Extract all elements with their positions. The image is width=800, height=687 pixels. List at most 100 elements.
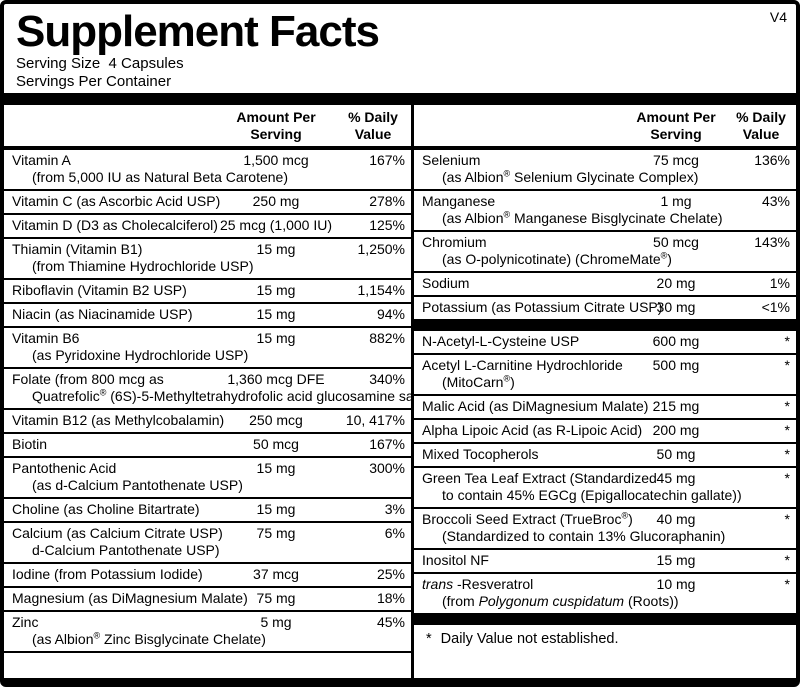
version-label: V4 — [769, 9, 787, 25]
daily-value-percent: 143% — [754, 234, 790, 251]
daily-value-percent: * — [784, 552, 790, 569]
ingredient-row: Potassium (as Potassium Citrate USP) 30 m… — [414, 295, 796, 319]
ingredient-row: Inositol NF 15 mg * — [414, 548, 796, 572]
ingredient-name: Sodium — [422, 275, 470, 292]
ingredient-detail: to contain 45% EGCg (Epigallocatechin ga… — [442, 487, 742, 504]
daily-value-percent: * — [784, 333, 790, 350]
ingredient-row: Green Tea Leaf Extract (Standardized 45 m… — [414, 466, 796, 507]
amount-per-serving-value: 40 mg — [656, 511, 696, 528]
amount-per-serving-value: 600 mg — [652, 333, 700, 350]
amount-per-serving-value: 15 mg — [256, 460, 296, 477]
ingredient-row: Broccoli Seed Extract (TrueBroc®) 40 mg * (… — [414, 507, 796, 548]
ingredient-detail: (as Pyridoxine Hydrochloride USP) — [32, 347, 249, 364]
amount-per-serving-value: 20 mg — [656, 275, 696, 292]
servings-per-container-line: Servings Per Container — [16, 73, 172, 91]
daily-value-percent: 167% — [369, 436, 405, 453]
ingredient-row: Alpha Lipoic Acid (as R-Lipoic Acid) 200 … — [414, 418, 796, 442]
header-spacer — [12, 109, 211, 143]
ingredient-name: Folate (from 800 mcg as — [12, 371, 164, 388]
percent-daily-value-header: % Daily Value — [348, 109, 398, 143]
ingredient-row: trans -Resveratrol 10 mg * (from Polygonum … — [414, 572, 796, 613]
ingredient-name: N-Acetyl-L-Cysteine USP — [422, 333, 580, 350]
ingredient-name: Potassium (as Potassium Citrate USP) — [422, 299, 663, 316]
daily-value-percent: * — [784, 357, 790, 374]
ingredient-name: Broccoli Seed Extract (TrueBroc®) — [422, 510, 633, 528]
daily-value-percent: 340% — [369, 371, 405, 388]
amount-per-serving-value: 25 mcg (1,000 IU) — [219, 217, 333, 234]
daily-value-percent: 300% — [369, 460, 405, 477]
ingredient-row: N-Acetyl-L-Cysteine USP 600 mg * — [414, 331, 796, 353]
daily-value-percent: 1,154% — [357, 282, 405, 299]
daily-value-percent: 882% — [369, 330, 405, 347]
percent-daily-value-header: % Daily Value — [736, 109, 786, 143]
column-header-left: Amount Per Serving % Daily Value — [4, 105, 411, 151]
header-spacer — [422, 109, 620, 143]
ingredient-row: Mixed Tocopherols 50 mg * — [414, 442, 796, 466]
amount-per-serving-value: 15 mg — [256, 306, 296, 323]
amount-per-serving-value: 250 mcg — [249, 412, 303, 429]
daily-value-percent: 1,250% — [357, 241, 405, 258]
ingredient-row: Niacin (as Niacinamide USP) 15 mg 94% — [4, 302, 411, 326]
daily-value-percent: 43% — [761, 193, 790, 210]
ingredient-detail: (as d-Calcium Pantothenate USP) — [32, 477, 243, 494]
daily-value-footnote: * Daily Value not established. — [414, 625, 796, 651]
page-title: Supplement Facts — [16, 7, 380, 56]
ingredient-name: Vitamin A — [12, 152, 71, 169]
amount-per-serving-value: 1,500 mcg — [243, 152, 309, 169]
ingredient-name: Vitamin C (as Ascorbic Acid USP) — [12, 193, 221, 210]
ingredient-detail: (Standardized to contain 13% Glucoraphan… — [442, 528, 726, 545]
amount-per-serving-value: 50 mg — [656, 446, 696, 463]
ingredient-row: Vitamin C (as Ascorbic Acid USP) 250 mg 27… — [4, 189, 411, 213]
amount-per-serving-value: 30 mg — [656, 299, 696, 316]
ingredient-detail: (from Thiamine Hydrochloride USP) — [32, 258, 254, 275]
ingredient-row: Iodine (from Potassium Iodide) 37 mcg 25% — [4, 562, 411, 586]
column-divider — [411, 105, 414, 678]
section-divider-bar — [414, 319, 796, 332]
ingredient-name: Magnesium (as DiMagnesium Malate) — [12, 590, 248, 607]
ingredient-rows-right-vitamins: Selenium 75 mcg 136% (as Albion® Selenium G… — [414, 150, 796, 319]
daily-value-percent: * — [784, 422, 790, 439]
amount-per-serving-value: 50 mcg — [653, 234, 699, 251]
ingredient-row: Chromium 50 mcg 143% (as O-polynicotinate) … — [414, 230, 796, 271]
ingredient-row: Magnesium (as DiMagnesium Malate) 75 mg 18… — [4, 586, 411, 610]
footnote-text: Daily Value not established. — [440, 631, 619, 648]
label-header: V4 Supplement Facts Serving Size 4 Capsu… — [4, 4, 796, 93]
ingredient-row: Vitamin D (D3 as Cholecalciferol) 25 mcg … — [4, 213, 411, 237]
amount-per-serving-value: 15 mg — [256, 501, 296, 518]
amount-per-serving-value: 250 mg — [252, 193, 300, 210]
amount-per-serving-value: 45 mg — [656, 470, 696, 487]
amount-per-serving-value: 15 mg — [656, 552, 696, 569]
amount-per-serving-value: 15 mg — [256, 330, 296, 347]
ingredient-row: Riboflavin (Vitamin B2 USP) 15 mg 1,154% — [4, 278, 411, 302]
ingredient-row: Zinc 5 mg 45% (as Albion® Zinc Bisglycinate… — [4, 610, 411, 651]
amount-per-serving-value: 75 mcg — [653, 152, 699, 169]
ingredient-detail: (as O-polynicotinate) (ChromeMate®) — [442, 250, 672, 268]
ingredient-row: Vitamin B12 (as Methylcobalamin) 250 mcg 1… — [4, 408, 411, 432]
ingredient-row: Biotin 50 mcg 167% — [4, 432, 411, 456]
amount-per-serving-value: 10 mg — [656, 576, 696, 593]
serving-size-line: Serving Size 4 Capsules — [16, 55, 184, 73]
ingredient-detail: (from Polygonum cuspidatum (Roots)) — [442, 593, 679, 610]
amount-per-serving-value: 200 mg — [652, 422, 700, 439]
ingredient-row: Sodium 20 mg 1% — [414, 271, 796, 295]
ingredient-name: Alpha Lipoic Acid (as R-Lipoic Acid) — [422, 422, 643, 439]
facts-column-left: Amount Per Serving % Daily Value Vitamin… — [4, 105, 411, 678]
footnote-asterisk: * — [426, 631, 432, 648]
ingredient-detail: (MitoCarn®) — [442, 373, 515, 391]
ingredient-row: Folate (from 800 mcg as 1,360 mcg DFE 340%… — [4, 367, 411, 408]
ingredient-name: Biotin — [12, 436, 48, 453]
daily-value-percent: 1% — [769, 275, 790, 292]
ingredient-name: Thiamin (Vitamin B1) — [12, 241, 143, 258]
ingredient-name: Vitamin B6 — [12, 330, 80, 347]
ingredient-name: Manganese — [422, 193, 496, 210]
daily-value-percent: <1% — [761, 299, 790, 316]
amount-per-serving-value: 215 mg — [652, 398, 700, 415]
table-top-bar — [4, 93, 796, 106]
amount-per-serving-value: 500 mg — [652, 357, 700, 374]
ingredient-name: Niacin (as Niacinamide USP) — [12, 306, 193, 323]
ingredient-detail: (as Albion® Selenium Glycinate Complex) — [442, 168, 699, 186]
column-header-right: Amount Per Serving % Daily Value — [414, 105, 796, 151]
ingredient-name: Inositol NF — [422, 552, 489, 569]
daily-value-percent: * — [784, 511, 790, 528]
ingredient-detail: (from 5,000 IU as Natural Beta Carotene) — [32, 169, 289, 186]
